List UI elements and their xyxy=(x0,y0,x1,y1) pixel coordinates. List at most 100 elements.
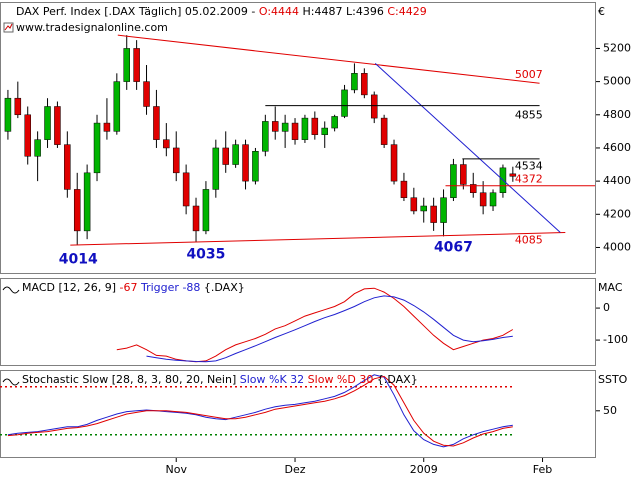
annotation: 5007 xyxy=(515,68,543,81)
plot xyxy=(4,34,596,246)
title-part: -67 xyxy=(120,281,141,294)
candle-body xyxy=(321,127,328,135)
candle-body xyxy=(192,205,200,232)
y-tick-label: 4400 xyxy=(603,174,631,187)
candle-body xyxy=(311,117,319,135)
icon xyxy=(3,22,14,33)
title-part: {.DAX} xyxy=(377,373,418,386)
candle-body xyxy=(361,73,368,96)
candle-body xyxy=(341,89,348,117)
candle-body xyxy=(460,164,467,185)
candle-body xyxy=(252,151,259,182)
candle-body xyxy=(44,106,51,140)
candle-body xyxy=(103,122,111,132)
plot xyxy=(0,374,513,448)
candle-body xyxy=(281,122,289,132)
candle-body xyxy=(380,117,388,145)
series-line xyxy=(146,295,513,363)
candle-body xyxy=(370,94,378,119)
title-part: H:4487 xyxy=(303,5,346,18)
candle-body xyxy=(54,106,61,145)
candle-body xyxy=(242,144,249,182)
candle-body xyxy=(410,197,418,212)
candle-body xyxy=(450,164,457,198)
title-part: Slow %D 30 xyxy=(308,373,377,386)
candle-body xyxy=(163,139,170,149)
series-line xyxy=(7,375,513,447)
x-tick-label: Nov xyxy=(165,463,187,476)
x-tick-label: 2009 xyxy=(410,463,438,476)
y-tick-label: 4800 xyxy=(603,108,631,121)
candle-body xyxy=(271,121,279,132)
candle-body xyxy=(390,144,398,182)
x-tick-label: Feb xyxy=(533,463,552,476)
candle-body xyxy=(489,192,497,207)
title-part: -88 xyxy=(182,281,203,294)
trend-line xyxy=(117,34,540,84)
candle-body xyxy=(153,106,160,140)
title-part: Stochastic Slow [28, 8, 3, 80, 20, Nein] xyxy=(22,373,240,386)
trend-line xyxy=(70,232,566,246)
candle-body xyxy=(83,172,91,232)
y-tick-label: 4200 xyxy=(603,207,631,220)
annotation: 4035 xyxy=(186,246,225,262)
axis-label: SSTO xyxy=(598,373,628,386)
title-part: MACD [12, 26, 9] xyxy=(22,281,120,294)
panel-title: MACD [12, 26, 9] -67 Trigger -88 {.DAX} xyxy=(22,281,245,294)
candle-body xyxy=(351,73,358,91)
candle-body xyxy=(143,81,150,107)
panel-icon xyxy=(2,286,20,386)
candle-body xyxy=(212,147,220,190)
candle-body xyxy=(14,97,22,116)
y-tick-label: 5000 xyxy=(603,75,631,88)
title-part: DAX Perf. Index [.DAX Täglich] 05.02.200… xyxy=(16,5,259,18)
candle-body xyxy=(469,184,477,193)
x-tick-label: Dez xyxy=(285,463,306,476)
annotation: 4067 xyxy=(434,239,473,255)
watermark: www.tradesignalonline.com xyxy=(16,21,168,34)
candle-body xyxy=(509,173,517,177)
panel-title: DAX Perf. Index [.DAX Täglich] 05.02.200… xyxy=(16,5,427,18)
candle-body xyxy=(291,122,299,140)
candle-body xyxy=(262,121,269,152)
candle-body xyxy=(222,147,229,165)
title-part: L:4396 xyxy=(346,5,387,18)
candle-body xyxy=(479,192,487,207)
candle-body xyxy=(172,147,180,174)
macd-panel xyxy=(0,278,596,366)
annotation: 4372 xyxy=(515,172,543,185)
candle-body xyxy=(24,114,31,157)
annotation: 4534 xyxy=(515,160,543,173)
candle-body xyxy=(420,205,427,212)
candle-body xyxy=(400,180,408,198)
candle-body xyxy=(73,189,81,232)
plot xyxy=(116,287,514,363)
y-tick-label: 0 xyxy=(603,301,610,314)
stochastic-panel xyxy=(0,370,596,458)
candle-body xyxy=(123,48,130,82)
candle-body xyxy=(232,144,239,165)
annotation: 4085 xyxy=(515,233,543,246)
axis-label: MAC xyxy=(598,281,623,294)
candle-body xyxy=(113,81,121,132)
y-tick-label: 4000 xyxy=(603,240,631,253)
y-tick-label: 50 xyxy=(603,404,617,417)
title-part: C:4429 xyxy=(387,5,426,18)
candle-body xyxy=(182,172,190,207)
annotation: 4014 xyxy=(59,252,98,268)
y-tick-label: 4600 xyxy=(603,141,631,154)
panel-title: Stochastic Slow [28, 8, 3, 80, 20, Nein]… xyxy=(22,373,418,386)
candle-body xyxy=(301,117,309,140)
title-part: O:4444 xyxy=(259,5,303,18)
candle-body xyxy=(202,189,210,232)
candle-body xyxy=(430,205,437,223)
y-tick-label: 5200 xyxy=(603,41,631,54)
title-part: {.DAX} xyxy=(204,281,245,294)
annotation: 4855 xyxy=(515,108,543,121)
title-part: Trigger xyxy=(140,281,182,294)
series-line xyxy=(7,374,513,448)
y-tick-label: -100 xyxy=(603,333,628,346)
trend-line xyxy=(374,62,561,233)
candle-body xyxy=(440,197,447,223)
